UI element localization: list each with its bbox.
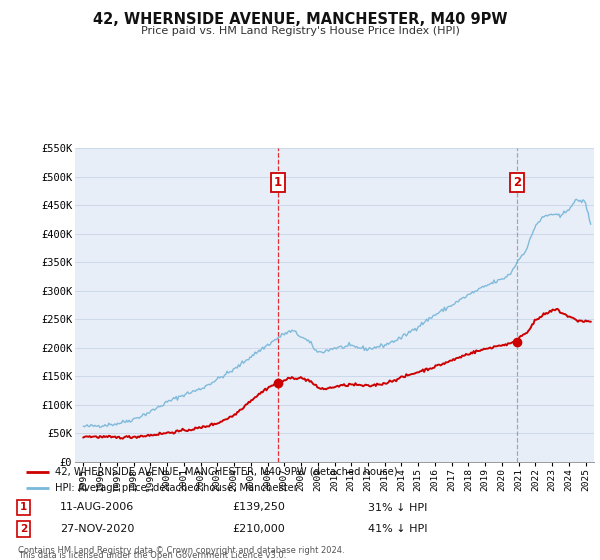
Text: 11-AUG-2006: 11-AUG-2006 — [60, 502, 134, 512]
Text: 2: 2 — [513, 176, 521, 189]
Text: This data is licensed under the Open Government Licence v3.0.: This data is licensed under the Open Gov… — [18, 551, 286, 560]
Text: 27-NOV-2020: 27-NOV-2020 — [60, 524, 134, 534]
Text: £139,250: £139,250 — [232, 502, 285, 512]
Text: 1: 1 — [274, 176, 282, 189]
Text: 42, WHERNSIDE AVENUE, MANCHESTER, M40 9PW: 42, WHERNSIDE AVENUE, MANCHESTER, M40 9P… — [93, 12, 507, 27]
Text: 42, WHERNSIDE AVENUE, MANCHESTER, M40 9PW (detached house): 42, WHERNSIDE AVENUE, MANCHESTER, M40 9P… — [55, 467, 397, 477]
Text: Contains HM Land Registry data © Crown copyright and database right 2024.: Contains HM Land Registry data © Crown c… — [18, 545, 344, 555]
Text: 1: 1 — [20, 502, 27, 512]
Text: 31% ↓ HPI: 31% ↓ HPI — [368, 502, 427, 512]
Text: £210,000: £210,000 — [232, 524, 285, 534]
Text: 41% ↓ HPI: 41% ↓ HPI — [368, 524, 427, 534]
Text: HPI: Average price, detached house, Manchester: HPI: Average price, detached house, Manc… — [55, 483, 298, 493]
Text: Price paid vs. HM Land Registry's House Price Index (HPI): Price paid vs. HM Land Registry's House … — [140, 26, 460, 36]
Text: 2: 2 — [20, 524, 27, 534]
